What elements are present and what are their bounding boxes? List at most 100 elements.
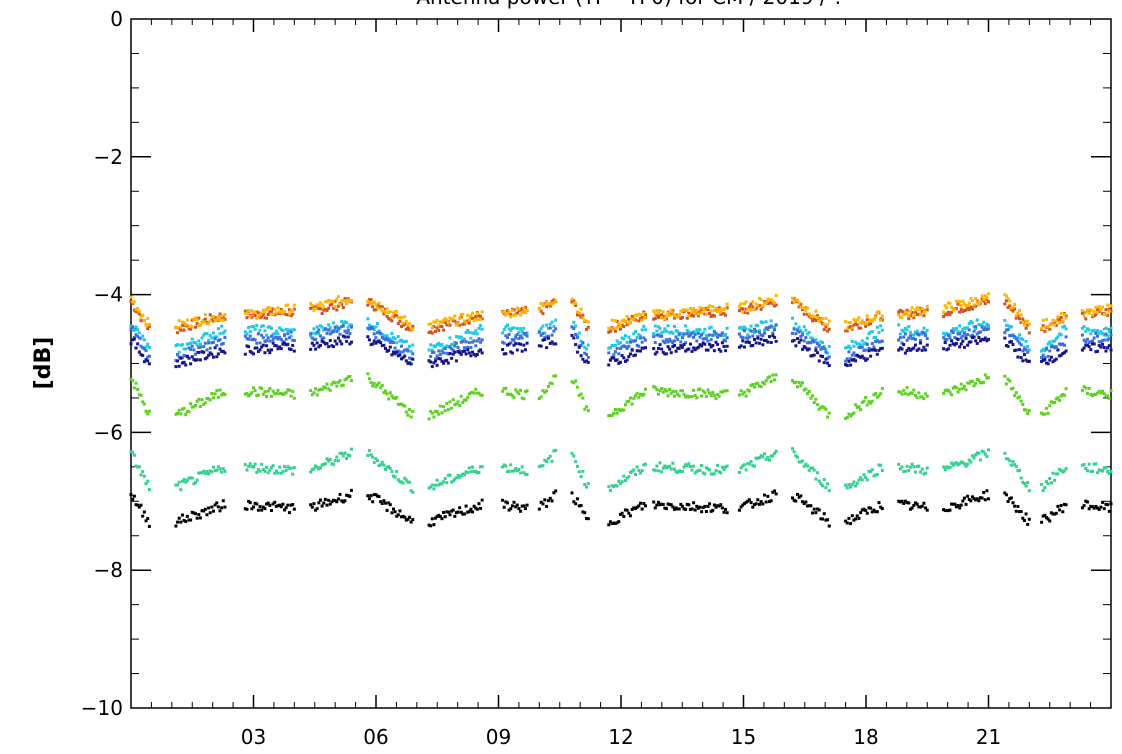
data-point <box>548 496 552 500</box>
data-point <box>628 338 632 342</box>
data-point <box>223 351 227 355</box>
data-point <box>695 309 699 313</box>
data-point <box>537 396 541 400</box>
data-point <box>369 343 373 347</box>
data-point <box>276 347 280 351</box>
data-point <box>472 331 476 335</box>
data-point <box>1096 471 1100 475</box>
data-point <box>480 310 484 314</box>
data-point <box>908 507 912 511</box>
data-point <box>814 348 818 352</box>
data-point <box>852 411 856 415</box>
data-point <box>546 302 550 306</box>
data-point <box>292 338 296 342</box>
data-point <box>720 331 724 335</box>
data-point <box>623 359 627 363</box>
data-point <box>1041 353 1045 357</box>
data-point <box>1091 313 1095 317</box>
data-point <box>333 305 337 309</box>
data-point <box>872 347 876 351</box>
data-point <box>437 323 441 327</box>
data-point <box>216 505 220 509</box>
data-point <box>403 315 407 319</box>
data-point <box>180 407 184 411</box>
data-point <box>1049 511 1053 515</box>
data-point <box>1058 354 1062 358</box>
data-point <box>620 319 624 323</box>
data-point <box>197 513 201 517</box>
data-point <box>692 330 696 334</box>
data-point <box>315 465 319 469</box>
data-point <box>706 467 710 471</box>
data-point <box>739 505 743 509</box>
data-point <box>515 326 519 330</box>
data-point <box>1048 404 1052 408</box>
data-point <box>1027 359 1031 363</box>
data-point <box>821 484 825 488</box>
data-point <box>827 364 831 368</box>
data-point <box>1043 349 1047 353</box>
data-point <box>522 310 526 314</box>
data-point <box>943 337 947 341</box>
data-point <box>552 329 556 333</box>
data-point <box>1009 387 1013 391</box>
data-point <box>950 310 954 314</box>
data-point <box>862 507 866 511</box>
data-point <box>261 392 265 396</box>
data-point <box>445 401 449 405</box>
data-point <box>136 310 140 314</box>
data-point <box>801 331 805 335</box>
data-point <box>247 326 251 330</box>
data-point <box>211 465 215 469</box>
data-point <box>512 343 516 347</box>
data-point <box>274 311 278 315</box>
data-point <box>953 502 957 506</box>
data-point <box>385 307 389 311</box>
data-point <box>1004 344 1008 348</box>
data-point <box>385 349 389 353</box>
data-point <box>461 312 465 316</box>
data-point <box>717 394 721 398</box>
data-point <box>142 347 146 351</box>
data-point <box>708 468 712 472</box>
data-point <box>268 306 272 310</box>
data-point <box>274 329 278 333</box>
data-point <box>1022 345 1026 349</box>
data-point <box>849 363 853 367</box>
data-point <box>345 301 349 305</box>
data-point <box>462 512 466 516</box>
data-point <box>570 491 574 495</box>
data-point <box>438 352 442 356</box>
data-point <box>857 342 861 346</box>
data-point <box>350 323 353 327</box>
data-point <box>276 337 280 341</box>
data-point <box>1102 313 1106 317</box>
data-point <box>703 342 707 346</box>
data-point <box>669 312 673 316</box>
data-point <box>652 468 656 472</box>
data-point <box>390 319 394 323</box>
data-point <box>252 311 255 315</box>
data-point <box>642 502 646 506</box>
data-point <box>709 394 713 398</box>
data-point <box>139 503 143 507</box>
data-point <box>462 319 466 323</box>
data-point <box>956 390 960 394</box>
data-point <box>680 469 684 473</box>
data-point <box>388 317 392 321</box>
data-point <box>330 382 334 386</box>
data-point <box>972 384 976 388</box>
data-point <box>857 478 861 482</box>
data-point <box>898 467 902 471</box>
data-point <box>1026 319 1030 323</box>
data-point <box>345 493 349 497</box>
data-point <box>1041 358 1045 362</box>
data-point <box>660 386 664 390</box>
data-point <box>315 507 319 511</box>
data-point <box>774 492 778 496</box>
data-point <box>218 318 222 322</box>
data-point <box>668 347 672 351</box>
data-point <box>141 400 145 404</box>
data-point <box>966 494 970 498</box>
data-point <box>1099 505 1103 509</box>
